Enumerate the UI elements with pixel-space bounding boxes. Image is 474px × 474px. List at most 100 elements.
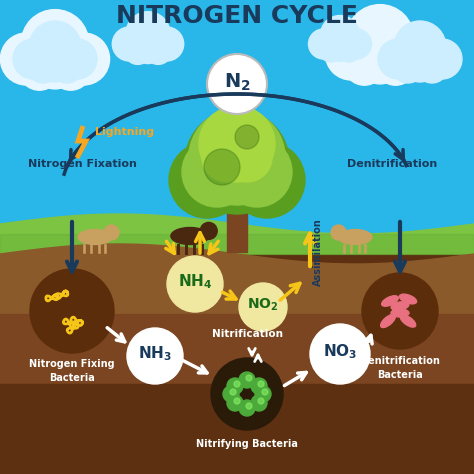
Circle shape [27,51,59,83]
Ellipse shape [333,232,338,236]
Text: NITROGEN CYCLE: NITROGEN CYCLE [116,4,358,28]
Circle shape [204,149,240,185]
Circle shape [341,29,372,59]
Circle shape [392,51,424,83]
Ellipse shape [78,229,112,245]
Circle shape [229,142,305,218]
Ellipse shape [112,232,117,236]
Circle shape [222,132,272,182]
Circle shape [185,110,289,214]
Circle shape [30,269,114,353]
Circle shape [375,44,416,85]
Circle shape [51,51,83,83]
Polygon shape [0,214,474,254]
Circle shape [133,33,164,64]
Circle shape [227,395,243,411]
Ellipse shape [209,230,215,235]
Circle shape [199,106,275,182]
Circle shape [50,49,91,90]
Circle shape [127,328,183,384]
Circle shape [325,28,377,80]
Circle shape [37,46,73,82]
Circle shape [58,33,109,85]
Circle shape [309,29,338,59]
Text: $\mathbf{NH_4}$: $\mathbf{NH_4}$ [178,273,212,292]
Circle shape [262,389,268,395]
Text: Nitrification: Nitrification [212,329,283,339]
Circle shape [378,39,418,79]
Circle shape [222,137,292,207]
Ellipse shape [391,309,409,317]
Ellipse shape [338,229,372,245]
Polygon shape [0,234,474,254]
Circle shape [356,37,403,84]
Circle shape [246,375,252,381]
Circle shape [251,378,267,394]
Bar [227,202,247,252]
Circle shape [331,225,346,240]
Circle shape [394,21,446,73]
Circle shape [402,46,438,82]
Circle shape [239,372,255,388]
Polygon shape [0,314,474,384]
Text: $\mathbf{NH_3}$: $\mathbf{NH_3}$ [138,345,172,364]
Text: $\mathbf{NO_3}$: $\mathbf{NO_3}$ [323,343,357,361]
Circle shape [0,33,53,85]
Circle shape [230,389,236,395]
Polygon shape [0,254,474,474]
Circle shape [182,137,252,207]
Text: Lightning: Lightning [95,127,154,137]
Circle shape [239,400,255,416]
Circle shape [258,398,264,404]
Circle shape [112,27,146,61]
Circle shape [234,398,240,404]
Circle shape [32,42,78,89]
Circle shape [234,381,240,387]
Circle shape [327,34,354,61]
Text: Nitrifying Bacteria: Nitrifying Bacteria [196,439,298,449]
Circle shape [235,125,259,149]
Text: Assimilation: Assimilation [313,218,323,286]
Circle shape [255,386,271,402]
Circle shape [422,39,462,79]
Circle shape [383,28,435,80]
Circle shape [167,256,223,312]
Circle shape [57,39,97,79]
Circle shape [29,21,81,73]
Text: Denitrification: Denitrification [347,159,437,169]
Circle shape [169,142,245,218]
Ellipse shape [400,315,416,327]
Circle shape [416,51,448,83]
Circle shape [319,38,343,62]
Circle shape [310,324,370,384]
Circle shape [211,358,283,430]
Circle shape [189,109,285,205]
Circle shape [202,132,252,182]
Circle shape [21,9,89,77]
Text: Nitrogen Fixing
Bacteria: Nitrogen Fixing Bacteria [29,359,115,383]
Circle shape [251,395,267,411]
Circle shape [145,37,172,64]
Ellipse shape [382,296,398,306]
Circle shape [104,225,119,240]
Circle shape [362,273,438,349]
Circle shape [126,12,170,56]
Circle shape [13,39,53,79]
Circle shape [258,381,264,387]
Text: $\mathbf{N_2}$: $\mathbf{N_2}$ [224,72,250,92]
Circle shape [246,403,252,409]
Circle shape [223,386,239,402]
Circle shape [18,49,60,90]
Text: $\mathbf{NO_2}$: $\mathbf{NO_2}$ [247,297,279,313]
Circle shape [207,54,267,114]
Text: Denitrification
Bacteria: Denitrification Bacteria [360,356,440,380]
Circle shape [320,16,359,55]
Circle shape [200,222,217,239]
Circle shape [227,378,243,394]
Circle shape [344,44,385,85]
Ellipse shape [171,228,209,245]
Polygon shape [0,244,474,314]
Circle shape [346,5,414,72]
Circle shape [337,38,361,62]
Ellipse shape [400,294,417,304]
